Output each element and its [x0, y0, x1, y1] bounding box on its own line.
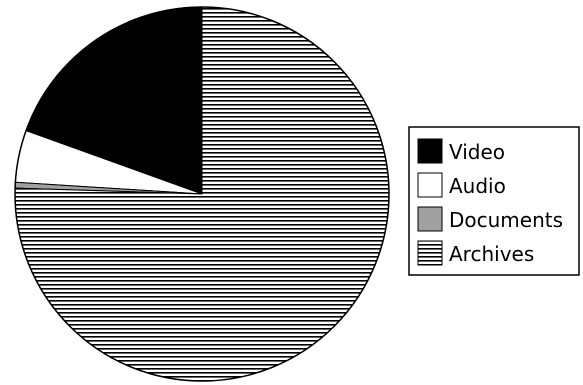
legend-label-video: Video — [449, 140, 505, 164]
legend-swatch-video — [417, 138, 443, 164]
legend-label-documents: Documents — [449, 208, 563, 232]
legend-swatch-audio — [417, 172, 443, 198]
pie-outline — [14, 6, 390, 382]
pie-slices — [14, 6, 390, 382]
legend-label-audio: Audio — [449, 174, 506, 198]
legend-swatch-archives — [417, 240, 443, 266]
legend-label-archives: Archives — [449, 242, 534, 266]
legend: Video Audio Documents Archives — [408, 126, 580, 276]
legend-swatch-documents — [417, 206, 443, 232]
